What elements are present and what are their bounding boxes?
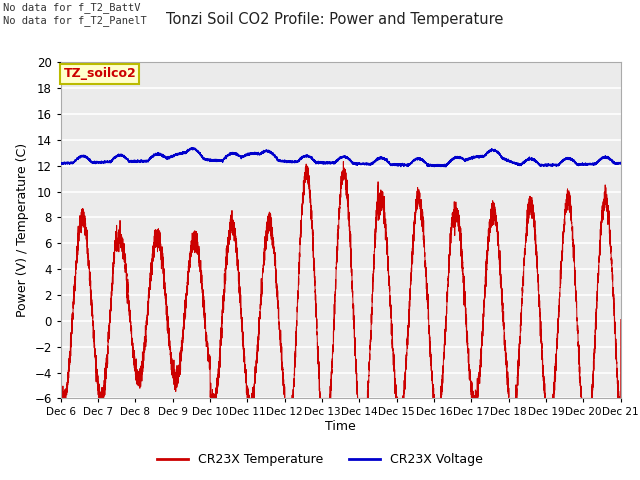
- Text: TZ_soilco2: TZ_soilco2: [63, 67, 136, 81]
- Text: Tonzi Soil CO2 Profile: Power and Temperature: Tonzi Soil CO2 Profile: Power and Temper…: [166, 12, 504, 27]
- Legend: CR23X Temperature, CR23X Voltage: CR23X Temperature, CR23X Voltage: [152, 448, 488, 471]
- Text: No data for f_T2_BattV
No data for f_T2_PanelT: No data for f_T2_BattV No data for f_T2_…: [3, 2, 147, 26]
- X-axis label: Time: Time: [325, 420, 356, 433]
- Y-axis label: Power (V) / Temperature (C): Power (V) / Temperature (C): [16, 144, 29, 317]
